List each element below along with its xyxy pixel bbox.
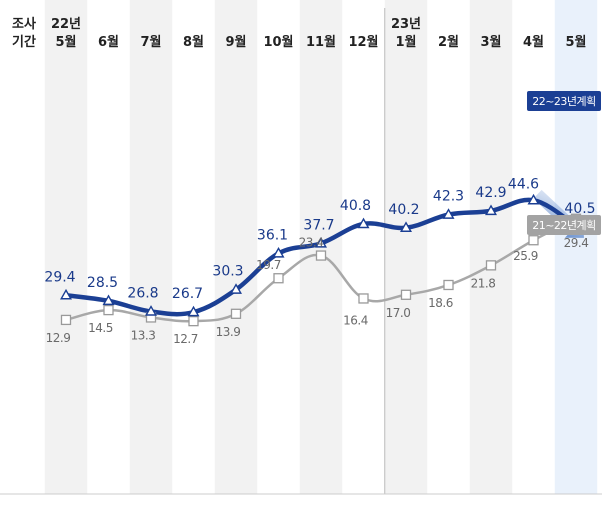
header-row-label-bottom: 기간 [12, 34, 36, 50]
data-label-21-22: 29.4 [564, 236, 589, 250]
marker-triangle [527, 193, 540, 205]
data-label-22-23: 29.4 [44, 269, 75, 285]
header-row-label-top: 조사 [12, 16, 36, 32]
data-label-21-22: 12.7 [173, 332, 198, 346]
data-label-22-23: 28.5 [87, 275, 118, 291]
marker-square [60, 314, 72, 326]
data-label-22-23: 26.8 [127, 286, 158, 302]
header-month-label: 8월 [183, 34, 204, 50]
data-label-21-22: 13.9 [216, 325, 241, 339]
header-month-label: 3월 [480, 34, 501, 50]
column-stripe [214, 0, 258, 494]
header-month-label: 5월 [565, 34, 586, 50]
legend-22-23-box [527, 91, 601, 111]
data-label-22-23: 40.5 [564, 201, 595, 217]
header-year-label: 22년 [51, 17, 81, 32]
header-month-label: 12월 [348, 34, 378, 50]
legend-21-22-label: 21~22년계획 [532, 219, 596, 232]
data-label-22-23: 42.3 [433, 189, 464, 205]
data-label-21-22: 18.6 [428, 296, 453, 310]
header-month-label: 6월 [98, 34, 119, 50]
data-label-22-23: 44.6 [508, 176, 539, 192]
legend-21-22-box [527, 215, 601, 235]
data-label-22-23: 40.2 [388, 202, 419, 218]
data-label-21-22: 14.5 [88, 321, 113, 335]
header-month-label: 1월 [395, 34, 416, 50]
data-label-22-23: 42.9 [475, 185, 506, 201]
marker-square [528, 235, 539, 246]
marker-square [273, 273, 284, 284]
marker-triangle [230, 283, 242, 294]
marker-square [103, 304, 114, 316]
marker-triangle [187, 305, 200, 317]
header-month-label: 7월 [140, 34, 161, 50]
marker-triangle [60, 288, 72, 300]
marker-square [400, 289, 412, 300]
marker-triangle [315, 236, 327, 248]
data-label-21-22: 13.3 [131, 328, 156, 342]
data-label-21-22: 25.9 [513, 249, 538, 263]
column-stripe [384, 0, 428, 494]
highlight-column [554, 0, 598, 494]
marker-square [315, 250, 327, 261]
marker-square [358, 293, 369, 304]
data-label-22-23: 30.3 [212, 264, 243, 280]
marker-square [485, 260, 497, 271]
column-stripe [469, 0, 513, 494]
marker-triangle [485, 204, 497, 216]
data-label-22-23: 40.8 [340, 198, 371, 214]
data-label-layer: 29.4 28.5 26.8 26.7 30.3 36.1 37.7 40.8 40.2 42.3… [44, 176, 595, 346]
header-month-label: 9월 [225, 34, 246, 50]
data-label-22-23: 26.7 [172, 286, 203, 302]
header-layer: 조사 기간 22년 5월 6월 7월 8월 9월 10월 11월 12월 23년 1월 2월 3월 4월 5… [12, 16, 586, 50]
data-label-21-22: 12.9 [46, 331, 71, 345]
marker-square [230, 308, 242, 319]
column-stripe [44, 0, 88, 494]
marker-square [188, 315, 199, 327]
header-month-label: 2월 [438, 34, 459, 50]
data-label-21-22: 16.4 [343, 313, 368, 327]
header-year-label: 23년 [391, 17, 421, 32]
data-label-22-23: 36.1 [257, 227, 288, 243]
marker-triangle [102, 294, 115, 306]
header-month-label: 5월 [55, 34, 76, 50]
legend-22-23-label: 22~23년계획 [532, 95, 596, 108]
legend-layer: 22~23년계획 21~22년계획 [527, 91, 601, 235]
marker-triangle [400, 221, 412, 232]
header-month-label: 10월 [263, 34, 293, 50]
marker-triangle [357, 217, 370, 229]
data-label-21-22: 21.8 [471, 276, 496, 290]
data-label-21-22: 17.0 [386, 306, 411, 320]
data-label-21-22: 19.7 [256, 258, 281, 272]
marker-square [443, 279, 454, 291]
header-month-label: 11월 [306, 34, 336, 50]
marker-triangle [145, 305, 157, 316]
data-label-22-23: 37.7 [303, 217, 334, 233]
header-month-label: 4월 [523, 34, 544, 50]
column-stripe [129, 0, 173, 494]
marker-triangle [442, 208, 455, 219]
data-label-21-22: 23.4 [299, 236, 324, 250]
marker-triangle [272, 246, 285, 258]
